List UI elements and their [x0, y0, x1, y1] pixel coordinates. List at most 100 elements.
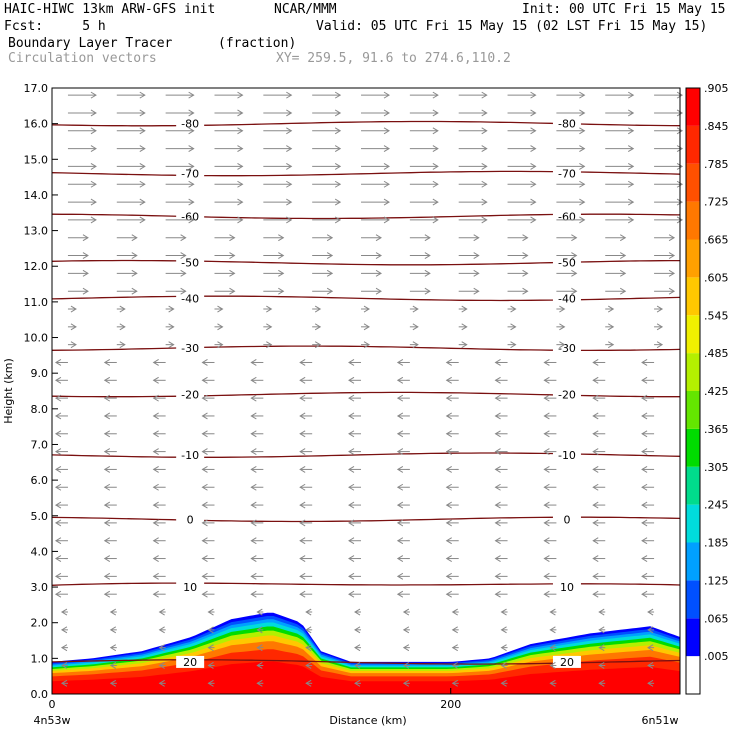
wind-vector-head: [641, 537, 648, 545]
wind-vector-head: [571, 234, 578, 242]
wind-vector-head: [549, 644, 556, 652]
colorbar-swatch: [686, 277, 700, 316]
wind-vector-head: [579, 216, 586, 224]
wind-vector-head: [299, 590, 306, 598]
wind-vector-head: [119, 341, 126, 349]
isotherm-label-bg: [552, 117, 581, 130]
wind-vector-head: [473, 234, 480, 242]
wind-vector-head: [348, 590, 355, 598]
wind-vector-head: [543, 448, 550, 456]
wind-vector-head: [286, 109, 293, 117]
valid-time: Valid: 05 UTC Fri 15 May 15 (02 LST Fri …: [316, 19, 708, 34]
wind-vector-head: [641, 412, 648, 420]
wind-vector-head: [250, 465, 257, 473]
wind-vector-head: [549, 662, 556, 669]
y-tick-label: 7.0: [31, 438, 49, 451]
wind-vector-head: [383, 145, 390, 153]
isotherm-label: 10: [560, 581, 574, 594]
wind-vector-head: [109, 644, 117, 652]
wind-vector-head: [647, 644, 654, 652]
wind-vector-head: [250, 412, 257, 420]
wind-vector-head: [641, 483, 648, 491]
wind-vector-head: [500, 662, 507, 669]
wind-vector-head: [354, 608, 361, 616]
wind-vector-head: [201, 555, 208, 562]
wind-vector-head: [494, 590, 501, 598]
wind-vector-head: [451, 679, 458, 687]
y-tick-label: 0.0: [31, 688, 49, 701]
wind-vector-head: [266, 305, 273, 313]
wind-vector-head: [598, 626, 605, 634]
isotherm-label: -30: [181, 342, 199, 355]
wind-vector-head: [396, 412, 404, 420]
wind-vector-head: [592, 501, 599, 509]
wind-vector-head: [530, 109, 537, 117]
wind-vector-head: [543, 430, 550, 438]
wind-vector-head: [348, 394, 355, 402]
wind-vector-head: [543, 376, 550, 384]
wind-vector-head: [494, 465, 501, 473]
wind-vector-head: [656, 341, 664, 349]
wind-vector-head: [54, 555, 62, 562]
wind-vector-head: [131, 287, 138, 295]
wind-vector-head: [266, 323, 273, 331]
wind-vector-head: [445, 483, 452, 491]
wind-vector-head: [229, 252, 236, 259]
wind-vector-head: [90, 109, 97, 117]
wind-vector-head: [500, 608, 507, 616]
org-label: NCAR/MMM: [274, 2, 337, 17]
wind-vector-head: [250, 448, 257, 456]
isotherm-label-bg: [552, 655, 581, 668]
wind-vector-head: [54, 483, 62, 491]
wind-vector-head: [445, 394, 452, 402]
wind-vector-head: [627, 198, 635, 206]
wind-vector-head: [237, 198, 244, 206]
wind-vector-head: [82, 269, 89, 277]
wind-vector-head: [592, 359, 599, 366]
isotherm-label: -40: [181, 292, 199, 305]
wind-vector-head: [54, 590, 62, 598]
colorbar-swatch: [686, 466, 700, 505]
wind-vector-head: [592, 572, 599, 580]
y-tick-label: 10.0: [24, 332, 49, 345]
wind-vector-head: [180, 234, 187, 242]
wind-vector-head: [396, 465, 404, 473]
isotherm-label: -50: [181, 257, 199, 270]
wind-vector-head: [188, 91, 195, 99]
wind-vector-head: [494, 537, 501, 545]
wind-vector-head: [461, 341, 468, 349]
wind-vector-head: [299, 376, 306, 384]
wind-vector-head: [217, 341, 224, 349]
wind-vector-head: [90, 91, 97, 99]
wind-vector-head: [396, 537, 404, 545]
isotherm-line: [51, 213, 681, 220]
wind-vector-head: [237, 127, 244, 135]
wind-vector-head: [201, 572, 208, 580]
wind-vector-head: [375, 252, 382, 259]
wind-vector-head: [139, 127, 146, 135]
wind-vector-head: [445, 465, 452, 473]
wind-vector-head: [348, 501, 355, 509]
wind-vector-head: [598, 662, 605, 669]
wind-vector-head: [424, 287, 431, 295]
wind-vector-head: [334, 109, 342, 117]
wind-vector-head: [549, 679, 556, 687]
wind-vector-head: [676, 109, 684, 117]
forecast-hour: Fcst: 5 h: [4, 19, 106, 34]
colorbar-swatch: [686, 542, 700, 581]
wind-vector-head: [334, 180, 342, 188]
wind-vector-head: [314, 323, 322, 331]
wind-vector-head: [188, 109, 195, 117]
wind-vector-head: [530, 91, 537, 99]
wind-vector-head: [494, 572, 501, 580]
wind-vector-head: [250, 519, 257, 527]
wind-vector-head: [278, 269, 285, 277]
wind-vector-head: [396, 430, 404, 438]
init-time: Init: 00 UTC Fri 15 May 15: [522, 2, 726, 17]
isotherm-line: [51, 516, 681, 523]
wind-vector-head: [237, 180, 244, 188]
wind-vector-head: [571, 287, 578, 295]
wind-vector-head: [334, 216, 342, 224]
wind-vector-head: [334, 198, 342, 206]
